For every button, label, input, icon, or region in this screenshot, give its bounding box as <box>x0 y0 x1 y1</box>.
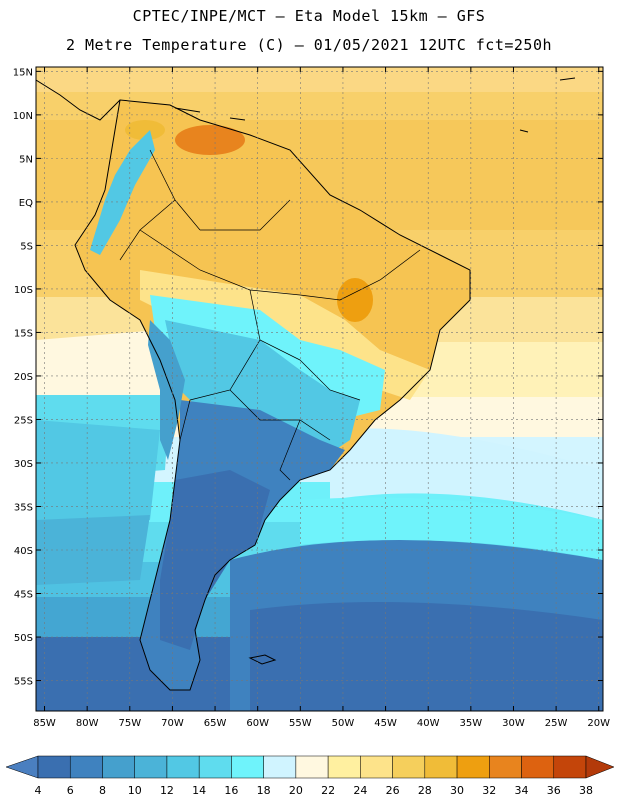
colorbar-tick-label: 34 <box>515 784 529 797</box>
colorbar-tick-label: 22 <box>321 784 335 797</box>
colorbar-swatch <box>295 755 329 779</box>
colorbar-tick-label: 16 <box>224 784 238 797</box>
colorbar-tick-label: 14 <box>192 784 206 797</box>
colorbar-swatch <box>37 755 71 779</box>
lat-tick-label: 10S <box>14 285 33 296</box>
lon-tick-label: 80W <box>76 718 99 729</box>
lat-tick-label: EQ <box>19 198 33 209</box>
map-frame <box>35 66 604 712</box>
colorbar-tick-label: 38 <box>579 784 593 797</box>
lat-tick-label: 25S <box>14 415 33 426</box>
colorbar-swatch <box>424 755 458 779</box>
lat-tick-label: 15S <box>14 328 33 339</box>
colorbar-tick-label: 20 <box>289 784 303 797</box>
colorbar: 4 6 8 10 12 14 16 18 20 22 24 26 28 30 32 34 36 38 <box>5 755 615 797</box>
lon-tick-label: 30W <box>502 718 525 729</box>
lon-tick-label: 50W <box>332 718 355 729</box>
colorbar-tick-label: 6 <box>67 784 74 797</box>
colorbar-swatch <box>69 755 103 779</box>
map-title-line2: 2 Metre Temperature (C) – 01/05/2021 12U… <box>65 36 553 54</box>
field-patch <box>160 470 270 650</box>
lat-tick-label: 10N <box>13 111 33 122</box>
colorbar-high-arrow <box>585 755 615 779</box>
field-patch <box>36 420 160 520</box>
lon-tick-label: 85W <box>33 718 56 729</box>
colorbar-swatch <box>102 755 135 779</box>
colorbar-low-arrow <box>5 755 39 779</box>
lon-tick-label: 75W <box>118 718 141 729</box>
colorbar-swatch <box>456 755 490 779</box>
colorbar-swatch <box>392 755 426 779</box>
colorbar-swatch <box>263 755 297 779</box>
field-patch <box>165 320 360 470</box>
andes-stripe <box>90 130 155 255</box>
lon-tick-label: 45W <box>374 718 397 729</box>
lat-tick-label: 55S <box>14 677 33 688</box>
colorbar-swatch <box>360 755 393 779</box>
colorbar-swatch <box>553 755 587 779</box>
temperature-map: 15N 10N 5N EQ 5S 10S 15S 20S 25S 30S 35S 40S 45S 50S 5… <box>13 66 610 729</box>
lat-lon-grid <box>36 67 603 711</box>
colorbar-swatch <box>166 755 200 779</box>
hot-spot <box>175 125 245 155</box>
colorbar-tick-label: 24 <box>353 784 367 797</box>
lon-tick-label: 70W <box>161 718 184 729</box>
falkland-islands <box>248 654 277 665</box>
colorbar-swatch <box>231 755 264 779</box>
colorbar-swatch <box>521 755 555 779</box>
colorbar-tick-label: 28 <box>418 784 432 797</box>
lat-tick-label: 50S <box>14 633 33 644</box>
lon-tick-label: 60W <box>246 718 269 729</box>
field-patch <box>300 497 603 560</box>
axis-labels: 15N 10N 5N EQ 5S 10S 15S 20S 25S 30S 35S 40S 45S 50S 5… <box>13 67 610 729</box>
colorbar-swatch <box>489 755 522 779</box>
lat-tick-label: 40S <box>14 546 33 557</box>
field-band <box>36 67 603 92</box>
lat-tick-label: 15N <box>13 67 33 78</box>
hot-spot <box>337 278 373 322</box>
colorbar-swatch <box>198 755 232 779</box>
lon-tick-label: 35W <box>460 718 483 729</box>
colorbar-tick-label: 10 <box>128 784 142 797</box>
colorbar-tick-label: 36 <box>547 784 561 797</box>
lat-tick-label: 35S <box>14 502 33 513</box>
field-patch <box>250 602 603 711</box>
lon-tick-label: 25W <box>545 718 568 729</box>
colorbar-swatch <box>327 755 361 779</box>
lat-tick-label: 5S <box>20 241 33 252</box>
field-patch <box>330 428 603 520</box>
lon-tick-label: 65W <box>204 718 227 729</box>
lat-tick-label: 30S <box>14 459 33 470</box>
coastline <box>74 99 471 691</box>
country-borders <box>119 149 421 481</box>
lon-tick-label: 20W <box>587 718 610 729</box>
colorbar-tick-label: 12 <box>160 784 174 797</box>
colorbar-tick-label: 30 <box>450 784 464 797</box>
lon-tick-label: 40W <box>417 718 440 729</box>
map-title-line1: CPTEC/INPE/MCT – Eta Model 15km – GFS <box>132 7 486 25</box>
caribbean-islands <box>174 77 576 133</box>
colorbar-swatch <box>134 755 168 779</box>
central-america-coast <box>36 79 121 121</box>
lat-tick-label: 20S <box>14 372 33 383</box>
colorbar-tick-label: 32 <box>482 784 496 797</box>
lat-tick-label: 45S <box>14 590 33 601</box>
colorbar-tick-label: 18 <box>257 784 271 797</box>
colorbar-tick-label: 26 <box>386 784 400 797</box>
colorbar-tick-label: 4 <box>35 784 42 797</box>
colorbar-tick-label: 8 <box>99 784 106 797</box>
lat-tick-label: 5N <box>19 154 33 165</box>
hot-spot <box>125 120 165 140</box>
lon-tick-label: 55W <box>289 718 312 729</box>
